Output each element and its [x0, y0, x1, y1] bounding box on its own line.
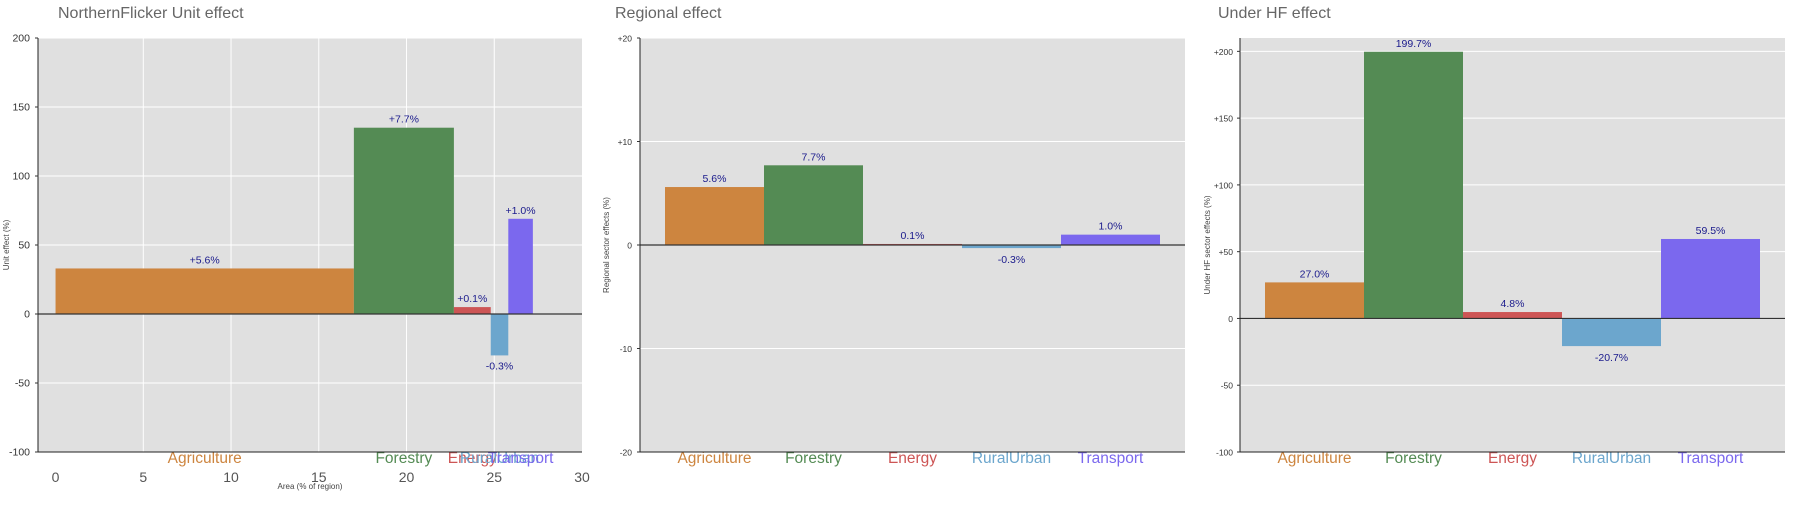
chart-title: NorthernFlicker Unit effect	[58, 5, 244, 22]
data-label-forestry: +7.7%	[389, 114, 419, 126]
category-label-ruralurban: RuralUrban	[460, 450, 539, 467]
data-label-transport: 1.0%	[1099, 221, 1123, 233]
bar-forestry	[353, 127, 454, 314]
y-tick-label: 0	[24, 309, 30, 321]
data-label-forestry: 7.7%	[802, 151, 826, 163]
y-tick-label: -50	[15, 378, 30, 390]
y-tick-label: +200	[1214, 47, 1233, 57]
data-label-energy: 4.8%	[1501, 298, 1525, 310]
category-label-ruralurban: RuralUrban	[972, 450, 1051, 467]
chart-title: Under HF effect	[1218, 5, 1331, 22]
category-label-agriculture: Agriculture	[168, 450, 242, 467]
data-label-agriculture: 5.6%	[703, 173, 727, 185]
bar-agriculture	[55, 268, 354, 314]
category-label-agriculture: Agriculture	[677, 450, 751, 467]
y-tick-label: +10	[618, 137, 633, 147]
y-tick-label: +50	[1219, 247, 1234, 257]
y-tick-label: 50	[18, 240, 30, 252]
category-label-energy: Energy	[888, 450, 937, 467]
chart-title: Regional effect	[615, 5, 722, 22]
data-label-transport: +1.0%	[506, 205, 536, 217]
data-label-energy: 0.1%	[901, 230, 925, 242]
x-tick-label: 20	[399, 469, 415, 485]
category-label-forestry: Forestry	[375, 450, 432, 467]
y-tick-label: +100	[1214, 180, 1233, 190]
category-label-energy: Energy	[448, 450, 497, 467]
category-label-transport: Transport	[1678, 450, 1744, 467]
chart-panel-3: 27.0% Agriculture 199.7% Forestry 4.8% Energy…	[1203, 5, 1785, 467]
x-tick-label: 10	[223, 469, 239, 485]
category-label-energy: Energy	[1488, 450, 1537, 467]
x-tick-label: 25	[486, 469, 502, 485]
y-tick-label: -20	[620, 448, 633, 458]
bar-energy	[1463, 312, 1562, 319]
x-tick-label: 0	[52, 469, 60, 485]
y-tick-label: +150	[1214, 114, 1233, 124]
x-tick-label: 5	[139, 469, 147, 485]
y-tick-label: -10	[620, 344, 633, 354]
x-axis-label: Area (% of region)	[278, 482, 343, 491]
category-label-transport: Transport	[1078, 450, 1144, 467]
category-label-forestry: Forestry	[1385, 450, 1442, 467]
category-label-agriculture: Agriculture	[1277, 450, 1351, 467]
bar-ruralurban	[490, 314, 509, 356]
y-tick-label: -50	[1221, 381, 1234, 391]
y-tick-label: 100	[12, 171, 30, 183]
y-tick-label: 0	[1228, 314, 1233, 324]
bar-transport	[1661, 238, 1760, 319]
data-label-ruralurban: -0.3%	[998, 254, 1025, 266]
y-axis-label: Unit effect (%)	[2, 219, 11, 270]
category-label-forestry: Forestry	[785, 450, 842, 467]
x-tick-label: 30	[574, 469, 590, 485]
bar-agriculture	[665, 187, 764, 245]
bar-transport	[1061, 234, 1160, 245]
data-label-agriculture: 27.0%	[1300, 268, 1330, 280]
bar-forestry	[1364, 51, 1463, 319]
y-tick-label: 0	[627, 241, 632, 251]
data-label-agriculture: +5.6%	[190, 254, 220, 266]
bar-energy	[453, 307, 491, 314]
data-label-forestry: 199.7%	[1396, 38, 1432, 50]
x-tick-label: 15	[311, 469, 327, 485]
bar-ruralurban	[962, 245, 1061, 249]
y-tick-label: -100	[1216, 448, 1233, 458]
chart-panel-1: +5.6% Agriculture +7.7% Forestry +0.1% Energy…	[2, 5, 590, 491]
data-label-ruralurban: -0.3%	[486, 360, 513, 372]
data-label-energy: +0.1%	[457, 293, 487, 305]
y-tick-label: 150	[12, 102, 30, 114]
data-label-ruralurban: -20.7%	[1595, 352, 1628, 364]
data-label-transport: 59.5%	[1696, 225, 1726, 237]
y-tick-label: 200	[12, 33, 30, 45]
category-label-transport: Transport	[488, 450, 554, 467]
y-axis-label: Regional sector effects (%)	[602, 197, 611, 293]
bar-forestry	[764, 165, 863, 245]
chart-panel-2: 5.6% Agriculture 7.7% Forestry 0.1% Energy -0.…	[602, 5, 1185, 467]
bar-agriculture	[1265, 282, 1364, 319]
category-label-ruralurban: RuralUrban	[1572, 450, 1651, 467]
bar-ruralurban	[1562, 318, 1661, 347]
y-tick-label: -100	[9, 447, 30, 459]
y-tick-label: +20	[618, 34, 633, 44]
bar-transport	[508, 218, 533, 314]
y-axis-label: Under HF sector effects (%)	[1203, 195, 1212, 294]
